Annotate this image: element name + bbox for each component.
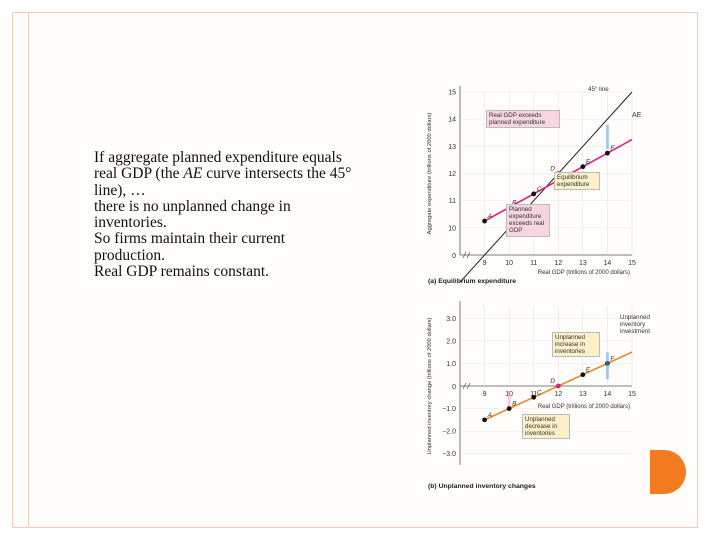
point-label-c: C (537, 186, 542, 193)
left-rule (28, 12, 29, 526)
point-f (605, 150, 610, 156)
orange-decoration (650, 450, 686, 494)
label-ae: AE (632, 112, 642, 119)
y-tick-label-3.0: 3.0 (446, 316, 456, 323)
chart-equilibrium-expenditure: 9 10 11 12 13 14 15 10 11 12 13 14 15 0 A B C D E F Real GDP… (427, 86, 636, 285)
point-d (555, 383, 561, 389)
y-axis-title: Aggregate expenditure (trillions of 2000… (427, 113, 433, 235)
point-label-a: A (487, 213, 492, 220)
slide-frame (12, 12, 698, 528)
y-tick-label-−1.0: −1.0 (442, 406, 456, 413)
annotation-equilibrium-expenditure: Equilibrium expenditure (554, 172, 600, 191)
y-tick-label-2.0: 2.0 (446, 338, 456, 345)
y-tick-label-10: 10 (448, 225, 456, 232)
figure: 9 10 11 12 13 14 15 10 11 12 13 14 15 0 A B C D E F Real GDP… (422, 80, 662, 495)
slide-body: If aggregate planned expenditure equals … (94, 149, 354, 280)
y-tick-label-11: 11 (449, 198, 456, 205)
axis-break-mark (462, 251, 471, 259)
zero-label: 0 (452, 253, 456, 260)
point-label-d: D (550, 166, 555, 173)
point-c (531, 191, 537, 197)
x-tick-label-15: 15 (628, 391, 636, 398)
annotation-planned-exceeds: Planned expenditure exceeds real GDP (506, 204, 550, 237)
point-label-a: A (487, 412, 492, 419)
point-e (580, 164, 586, 170)
slide-line-1: If aggregate planned expenditure equals … (94, 149, 352, 199)
x-tick-label-12: 12 (554, 260, 562, 267)
panel-title: (b) Unplanned inventory changes (428, 483, 536, 490)
x-axis-title: Real GDP (trillions of 2000 dollars) (538, 270, 630, 276)
x-tick-label-15: 15 (628, 260, 636, 267)
label-45-line: 45° line (588, 86, 609, 93)
x-tick-label-13: 13 (579, 391, 587, 398)
point-a (482, 417, 487, 423)
label-unplanned-investment: Unplanned inventory investment (620, 314, 650, 336)
x-tick-label-9: 9 (483, 391, 487, 398)
y-tick-label-−3.0: −3.0 (442, 451, 456, 458)
x-tick-label-14: 14 (604, 260, 612, 267)
point-e (580, 372, 586, 378)
point-label-f: F (610, 145, 615, 152)
y-tick-label-−2.0: −2.0 (442, 429, 456, 436)
x-tick-label-11: 11 (530, 260, 537, 267)
slide-line-3: So firms maintain their current producti… (94, 230, 286, 264)
point-b (506, 406, 512, 411)
point-c (531, 394, 537, 400)
point-label-b: B (512, 401, 517, 408)
annotation-unplanned-increase: Unplanned increase in inventories (552, 332, 600, 358)
axis-break-mark (462, 382, 471, 390)
y-tick-label-15: 15 (448, 90, 456, 97)
x-tick-label-14: 14 (604, 391, 612, 398)
slide-line-4: Real GDP remains constant. (94, 262, 270, 280)
y-tick-label-1.0: 1.0 (446, 361, 456, 368)
x-tick-label-13: 13 (579, 260, 587, 267)
x-tick-label-10: 10 (505, 260, 513, 267)
y-tick-label-12: 12 (448, 171, 456, 178)
point-label-f: F (610, 355, 615, 362)
point-label-d: D (550, 378, 555, 385)
y-tick-label-14: 14 (448, 117, 456, 124)
x-tick-label-9: 9 (483, 260, 487, 267)
annotation-real-gdp-exceeds: Real GDP exceeds planned expenditure (486, 110, 560, 129)
point-label-c: C (537, 389, 542, 396)
panel-title: (a) Equilibrium expenditure (428, 278, 516, 285)
slide-line-2: there is no unplanned change in inventor… (94, 197, 291, 232)
point-label-e: E (586, 367, 591, 374)
x-axis-title: Real GDP (trillions of 2000 dollars) (538, 404, 630, 410)
zero-label: 0 (452, 384, 456, 391)
x-tick-label-11: 11 (530, 391, 537, 398)
point-label-b: B (512, 199, 517, 206)
annotation-unplanned-decrease: Unplanned decrease in inventories (522, 414, 570, 440)
x-tick-label-12: 12 (554, 391, 562, 398)
point-label-e: E (586, 159, 591, 166)
point-a (482, 218, 487, 224)
y-axis-title: Unplanned inventory change (trillions of… (427, 317, 433, 454)
y-tick-label-13: 13 (448, 144, 456, 151)
